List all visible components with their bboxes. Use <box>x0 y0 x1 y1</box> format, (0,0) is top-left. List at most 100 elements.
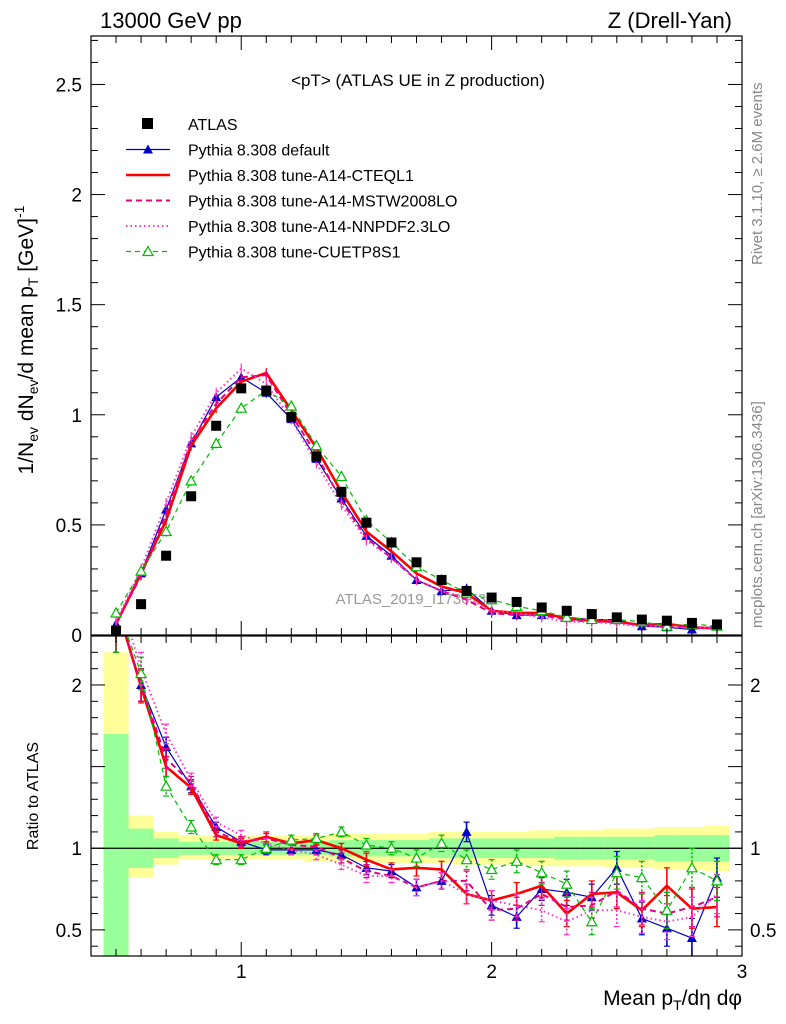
atlas-data-point <box>336 486 347 497</box>
atlas-data-point <box>661 615 672 626</box>
pythia-8-308-tune-a14-nnpdf2-3lo-main-line <box>115 367 718 630</box>
atlas-data-point <box>686 617 697 628</box>
pythia-8-308-tune-cuetp8s1-ratio-point <box>435 837 448 848</box>
pythia-8-308-tune-cuetp8s1-ratio-point <box>660 904 673 915</box>
pythia-8-308-tune-cuetp8s1-main-point <box>210 437 223 449</box>
pythia-8-308-tune-cuetp8s1-main-point <box>110 606 123 618</box>
pythia-8-308-tune-cuetp8s1-ratio-point <box>410 851 423 863</box>
legend: ATLAS Pythia 8.308 default Pythia 8.308 tu… <box>126 117 457 262</box>
header-right: Z (Drell-Yan) <box>608 8 732 33</box>
pythia-8-308-tune-cuetp8s1-main-point <box>185 474 198 486</box>
pythia-8-308-tune-cuetp8s1-ratio-point <box>385 842 398 853</box>
pythia-8-308-tune-cuetp8s1-ratio-point <box>610 866 623 878</box>
y-tick-label-main: 2 <box>71 186 82 207</box>
pythia-8-308-tune-cuetp8s1-ratio-point <box>210 853 223 865</box>
main-panel-frame <box>90 35 743 636</box>
y-axis-title-ratio: Ratio to ATLAS <box>25 742 42 850</box>
rivet-version-text: Rivet 3.1.10, ≥ 2.6M events <box>749 83 766 266</box>
legend-label: Pythia 8.308 tune-CUETP8S1 <box>188 245 401 262</box>
pythia-8-308-tune-cuetp8s1-ratio-point <box>710 874 723 886</box>
legend-label: Pythia 8.308 default <box>188 143 330 160</box>
atlas-data-point <box>511 596 522 607</box>
atlas-data-point <box>211 420 222 431</box>
atlas-data-point <box>286 411 297 422</box>
pythia-8-308-tune-cuetp8s1-main-point <box>160 525 173 537</box>
y-tick-label-main: 0 <box>71 626 82 647</box>
atlas-data-point <box>561 605 572 616</box>
pythia-8-308-tune-cuetp8s1-main-point <box>235 401 248 413</box>
pythia-8-308-tune-cuetp8s1-ratio-point <box>235 853 248 865</box>
pythia-8-308-tune-cuetp8s1-ratio-point <box>285 833 298 845</box>
legend-label: Pythia 8.308 tune-A14-MSTW2008LO <box>188 194 457 211</box>
header-left: 13000 GeV pp <box>100 8 242 33</box>
pythia-8-308-tune-cuetp8s1-main-point <box>335 470 348 482</box>
band-inner <box>103 733 129 956</box>
pythia-8-308-tune-cuetp8s1-ratio-point <box>135 667 148 679</box>
y-tick-label-main: 1.5 <box>56 296 82 317</box>
atlas-data-point <box>386 537 397 548</box>
pythia-8-308-tune-cuetp8s1-ratio-point <box>335 825 348 837</box>
pythia-8-308-tune-cuetp8s1-ratio-point <box>510 855 523 866</box>
mcplots-text: mcplots.cern.ch [arXiv:1306.3436] <box>749 401 766 628</box>
atlas-data-point <box>461 585 472 596</box>
pythia-8-308-tune-cuetp8s1-ratio-point <box>310 832 323 844</box>
pythia-8-308-default-ratio-point <box>111 598 121 607</box>
y-tick-label-ratio-right: 0.5 <box>750 921 776 942</box>
legend-label: ATLAS <box>188 117 238 134</box>
legend-marker <box>143 144 153 154</box>
pythia-8-308-tune-cuetp8s1-ratio-point <box>260 842 273 853</box>
pythia-8-308-tune-cuetp8s1-ratio-point <box>185 820 198 832</box>
pythia-8-308-default-ratio-point <box>686 933 697 943</box>
atlas-data-point <box>261 385 272 396</box>
y-tick-label-ratio-right: 2 <box>750 676 761 697</box>
pythia-8-308-tune-cuetp8s1-ratio-point <box>585 915 598 927</box>
atlas-data-point <box>536 602 547 613</box>
atlas-data-point <box>236 383 247 394</box>
atlas-data-point <box>136 599 147 610</box>
pythia-8-308-tune-cuetp8s1-main-point <box>560 611 573 622</box>
pythia-8-308-tune-cuetp8s1-main-point <box>135 564 148 576</box>
y-axis-title-main: 1/Nev dNev/d mean pT [GeV]-1 <box>11 205 41 474</box>
y-tick-label-main: 0.5 <box>56 516 82 537</box>
atlas-data-point <box>711 619 722 630</box>
atlas-data-point <box>436 574 447 585</box>
legend-label: Pythia 8.308 tune-A14-NNPDF2.3LO <box>188 219 450 236</box>
pythia-8-308-tune-cuetp8s1-ratio-point <box>685 861 698 873</box>
pythia-8-308-tune-cuetp8s1-ratio-point <box>485 863 498 875</box>
pythia-8-308-tune-cuetp8s1-main-point <box>585 613 598 625</box>
pythia-8-308-default-ratio-point <box>461 826 472 836</box>
atlas-data-point <box>186 491 197 502</box>
atlas-data-point <box>361 517 372 528</box>
chart-title: <pT> (ATLAS UE in Z production) <box>291 71 545 90</box>
y-tick-label-ratio: 1 <box>71 839 82 860</box>
pythia-8-308-tune-cuetp8s1-ratio-point <box>535 866 548 878</box>
atlas-data-point <box>486 592 497 603</box>
atlas-data-point <box>636 614 647 625</box>
legend-marker <box>142 118 153 129</box>
pythia-8-308-tune-cuetp8s1-ratio-point <box>560 877 573 889</box>
pythia-8-308-tune-cuetp8s1-main-point <box>285 399 298 411</box>
atlas-data-point <box>411 557 422 568</box>
atlas-data-point <box>611 612 622 623</box>
pythia-8-308-tune-cuetp8s1-ratio-point <box>635 871 648 883</box>
pythia-8-308-tune-cuetp8s1-ratio-point <box>460 853 473 865</box>
y-tick-label-main: 1 <box>71 406 82 427</box>
pythia-8-308-tune-cuetp8s1-ratio-point <box>160 779 173 791</box>
x-tick-label: 1 <box>236 962 247 983</box>
atlas-data-point <box>161 550 172 561</box>
y-tick-label-ratio-right: 1 <box>750 839 761 860</box>
x-tick-label: 2 <box>486 962 497 983</box>
pythia-8-308-tune-cuetp8s1-ratio-point <box>111 598 121 607</box>
legend-label: Pythia 8.308 tune-A14-CTEQL1 <box>188 168 414 185</box>
x-tick-label: 3 <box>737 962 748 983</box>
pythia-8-308-tune-cuetp8s1-ratio-point <box>360 838 373 850</box>
pythia-8-308-tune-cuetp8s1-main-point <box>310 439 323 451</box>
ratio-panel-frame <box>90 635 743 957</box>
y-tick-label-ratio: 2 <box>71 676 82 697</box>
atlas-data-point <box>586 609 597 620</box>
y-tick-label-ratio: 0.5 <box>56 921 82 942</box>
atlas-data-point <box>311 451 322 462</box>
y-tick-label-main: 2.5 <box>56 75 82 96</box>
legend-marker <box>141 245 155 257</box>
